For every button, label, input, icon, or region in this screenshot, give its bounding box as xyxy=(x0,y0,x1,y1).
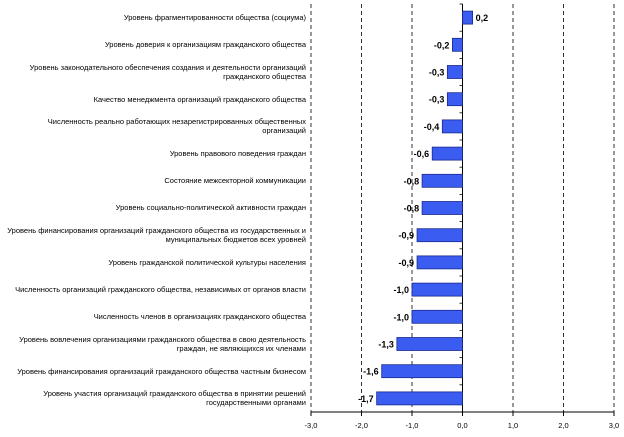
value-label-7: -0,8 xyxy=(404,204,420,214)
category-label-6: Состояние межсекторной коммуникации xyxy=(4,167,306,194)
category-label-text-13: Уровень финансирования организаций гражд… xyxy=(17,366,306,376)
bar-9 xyxy=(416,255,463,270)
category-label-10: Численность организаций гражданского общ… xyxy=(4,276,306,303)
value-label-9: -0,9 xyxy=(399,258,415,268)
category-label-13: Уровень финансирования организаций гражд… xyxy=(4,358,306,385)
category-label-text-0: Уровень фрагментированности общества (со… xyxy=(123,13,306,23)
bar-11 xyxy=(411,309,463,324)
bar-5 xyxy=(431,146,463,161)
value-label-1: -0,2 xyxy=(434,40,450,50)
x-tick-label-3: 0,0 xyxy=(457,421,467,430)
category-label-9: Уровень гражданской политической культур… xyxy=(4,249,306,276)
value-label-14: -1,7 xyxy=(358,394,374,404)
category-label-8: Уровень финансирования организаций гражд… xyxy=(4,222,306,249)
value-label-5: -0,6 xyxy=(414,149,430,159)
bar-4 xyxy=(441,119,463,134)
chart-bars xyxy=(376,10,474,406)
bar-12 xyxy=(396,337,463,351)
category-label-14: Уровень участия организаций гражданского… xyxy=(4,385,306,412)
chart-value-labels: 0,2 -0,2 -0,3 -0,3 -0,4 -0,6 -0,8 -0,8 -0,9 -0,9 -… xyxy=(358,13,488,404)
value-label-12: -1,3 xyxy=(378,340,394,350)
category-label-text-4: Численность реально работающих незарегис… xyxy=(47,117,306,136)
category-label-12: Уровень вовлечения организациями граждан… xyxy=(4,330,306,357)
bar-0 xyxy=(462,10,474,25)
x-tick-label-4: 1,0 xyxy=(508,421,518,430)
x-tick-label-5: 2,0 xyxy=(558,421,568,430)
category-label-4: Численность реально работающих незарегис… xyxy=(4,113,306,140)
value-label-6: -0,8 xyxy=(404,176,420,186)
bar-8 xyxy=(416,228,463,243)
category-label-text-7: Уровень социально-политической активност… xyxy=(115,203,306,213)
value-label-13: -1,6 xyxy=(363,367,379,377)
bar-7 xyxy=(421,201,463,215)
category-label-text-8: Уровень финансирования организаций гражд… xyxy=(7,226,306,245)
bar-10 xyxy=(411,282,463,297)
category-label-text-10: Численность организаций гражданского общ… xyxy=(15,285,306,295)
bar-6 xyxy=(421,173,463,188)
category-label-3: Качество менеджмента организаций граждан… xyxy=(4,86,306,113)
value-label-0: 0,2 xyxy=(476,13,489,23)
value-label-8: -0,9 xyxy=(399,231,415,241)
value-label-4: -0,4 xyxy=(424,122,440,132)
category-label-text-6: Состояние межсекторной коммуникации xyxy=(164,176,306,186)
x-tick-label-0: -3,0 xyxy=(305,421,318,430)
category-label-5: Уровень правового поведения граждан xyxy=(4,140,306,167)
category-label-text-1: Уровень доверия к организациям гражданск… xyxy=(104,40,306,50)
category-label-0: Уровень фрагментированности общества (со… xyxy=(4,4,306,31)
value-label-2: -0,3 xyxy=(429,68,445,78)
value-label-3: -0,3 xyxy=(429,95,445,105)
x-tick-label-1: -2,0 xyxy=(355,421,368,430)
category-label-7: Уровень социально-политической активност… xyxy=(4,194,306,221)
category-label-text-14: Уровень участия организаций гражданского… xyxy=(43,389,306,408)
category-label-11: Численность членов в организациях гражда… xyxy=(4,303,306,330)
category-label-text-2: Уровень законодательного обеспечения соз… xyxy=(29,62,306,81)
category-label-text-11: Численность членов в организациях гражда… xyxy=(93,312,306,322)
category-label-text-3: Качество менеджмента организаций граждан… xyxy=(93,94,306,104)
category-label-2: Уровень законодательного обеспечения соз… xyxy=(4,58,306,85)
bar-14 xyxy=(376,391,463,406)
x-tick-label-2: -1,0 xyxy=(406,421,419,430)
x-tick-label-6: 3,0 xyxy=(609,421,619,430)
bar-1 xyxy=(451,37,463,52)
bar-2 xyxy=(446,65,463,79)
bar-3 xyxy=(446,92,463,107)
category-label-text-9: Уровень гражданской политической культур… xyxy=(108,257,306,267)
category-label-1: Уровень доверия к организациям гражданск… xyxy=(4,31,306,58)
value-label-11: -1,0 xyxy=(393,312,409,322)
category-label-text-5: Уровень правового поведения граждан xyxy=(169,149,306,159)
bar-13 xyxy=(381,364,463,379)
category-label-text-12: Уровень вовлечения организациями граждан… xyxy=(19,334,306,353)
value-label-10: -1,0 xyxy=(393,285,409,295)
chart-tick-labels: -3,0 -2,0 -1,0 0,0 1,0 2,0 3,0 xyxy=(305,421,620,430)
